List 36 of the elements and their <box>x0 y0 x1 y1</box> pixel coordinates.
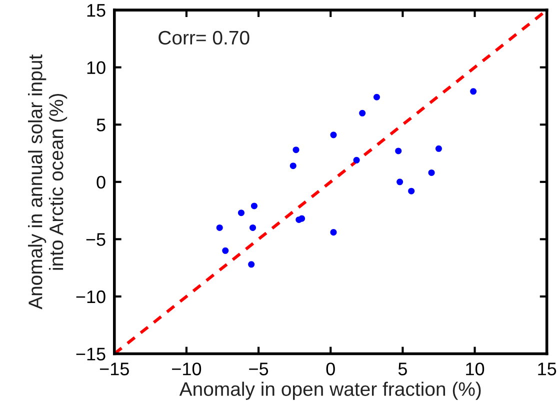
y-tick-label: 0 <box>96 176 106 189</box>
point <box>359 110 366 116</box>
y-tick-label: 15 <box>87 4 106 17</box>
y-tick-label: −15 <box>76 348 106 360</box>
point <box>408 188 415 194</box>
x-tick-label: −5 <box>249 362 268 376</box>
point <box>250 202 258 210</box>
point <box>238 210 244 216</box>
point <box>248 261 255 268</box>
y-tick-label: 5 <box>96 118 106 132</box>
point <box>298 215 306 222</box>
point <box>330 132 337 138</box>
x-tick-label: 0 <box>326 362 335 376</box>
point <box>470 88 477 95</box>
y-tick-label: 10 <box>87 61 106 74</box>
point <box>250 224 256 231</box>
point <box>216 224 223 231</box>
point <box>428 169 435 176</box>
y-axis-title: Anomaly in annual solar input into Arctic ocean (%) <box>28 54 68 310</box>
point <box>435 145 442 152</box>
point <box>396 178 404 186</box>
x-axis-title: Anomaly in open water fraction (%) <box>179 382 481 400</box>
y-tick-label: −10 <box>76 290 106 304</box>
annotation: Corr= 0.70 <box>158 30 250 45</box>
point <box>292 146 300 154</box>
y-tick-label: −5 <box>86 233 106 246</box>
x-tick-label: 10 <box>466 362 484 376</box>
x-tick-label: −10 <box>172 362 202 376</box>
point <box>373 94 380 100</box>
point <box>330 229 337 236</box>
point <box>353 156 360 164</box>
point <box>395 148 402 154</box>
x-tick-label: 15 <box>538 362 556 376</box>
point <box>222 247 229 254</box>
point <box>290 162 296 170</box>
x-tick-label: 5 <box>398 362 407 376</box>
